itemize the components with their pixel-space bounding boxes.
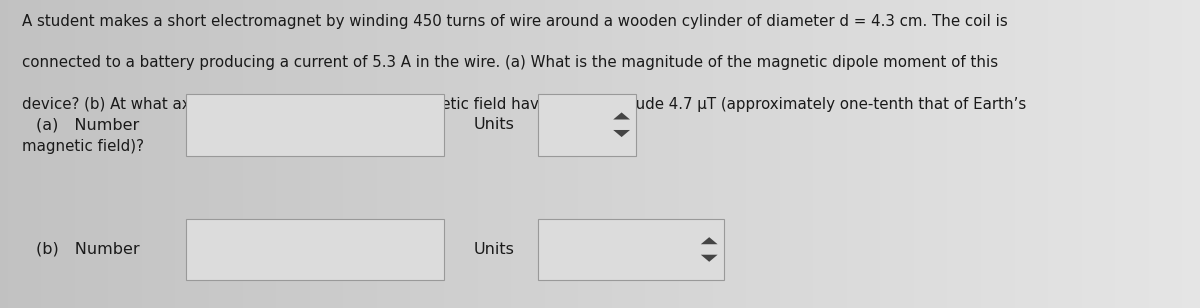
FancyBboxPatch shape — [186, 94, 444, 156]
Polygon shape — [701, 237, 718, 244]
Text: (b) Number: (b) Number — [36, 242, 139, 257]
Text: (a) Number: (a) Number — [36, 117, 139, 132]
Polygon shape — [701, 255, 718, 262]
Text: magnetic field)?: magnetic field)? — [22, 139, 144, 154]
Polygon shape — [613, 130, 630, 137]
FancyBboxPatch shape — [186, 219, 444, 280]
Text: A student makes a short electromagnet by winding 450 turns of wire around a wood: A student makes a short electromagnet by… — [22, 14, 1007, 29]
Text: Units: Units — [474, 117, 515, 132]
Text: connected to a battery producing a current of 5.3 A in the wire. (a) What is the: connected to a battery producing a curre… — [22, 55, 997, 71]
FancyBboxPatch shape — [538, 94, 636, 156]
FancyBboxPatch shape — [538, 219, 724, 280]
Text: Units: Units — [474, 242, 515, 257]
Text: device? (b) At what axial distance z >> d will the magnetic field have the magni: device? (b) At what axial distance z >> … — [22, 97, 1026, 112]
Polygon shape — [613, 112, 630, 120]
